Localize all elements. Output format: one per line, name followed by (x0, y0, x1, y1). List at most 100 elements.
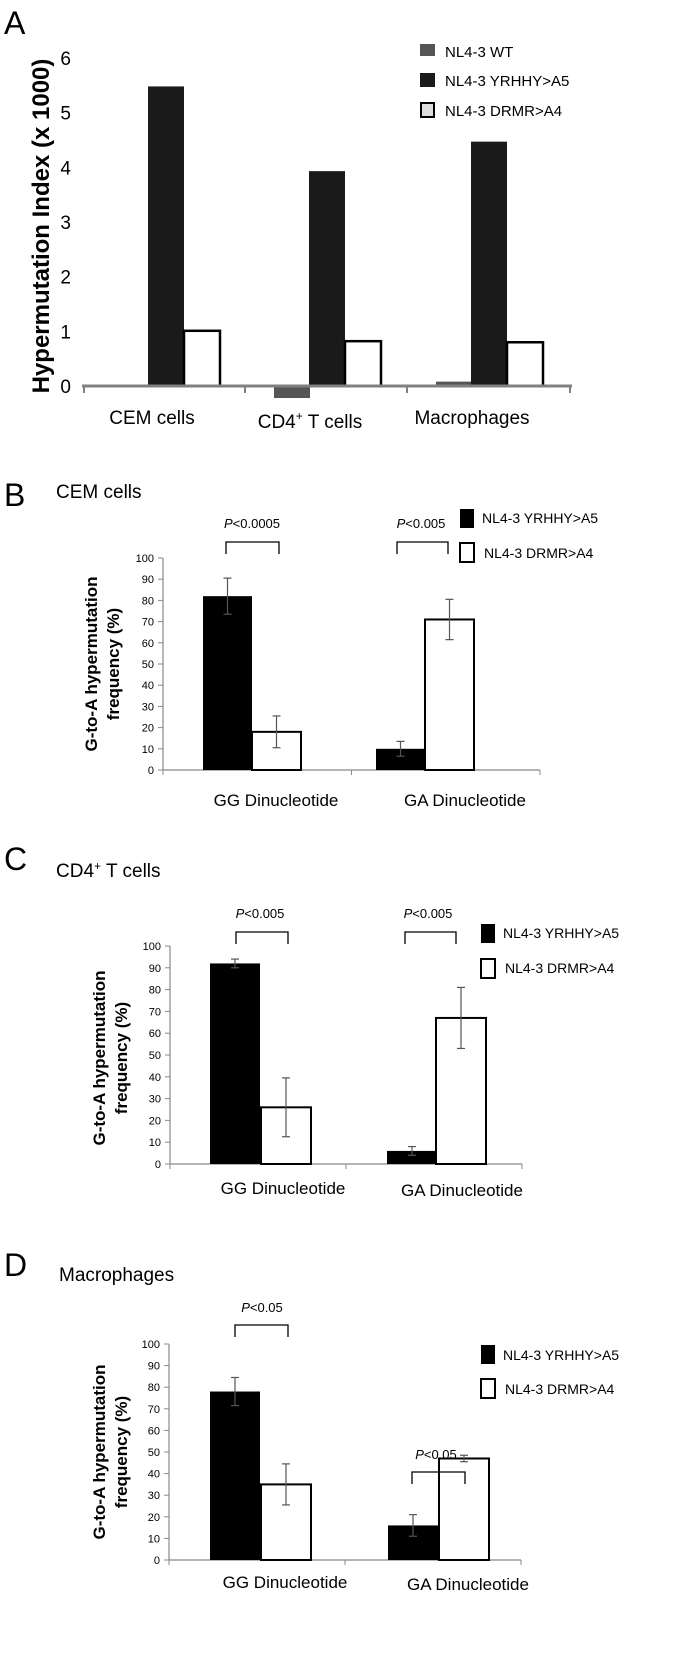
panel-b-ytick-label: 50 (142, 659, 154, 671)
panel-d-ytick-label: 20 (148, 1512, 160, 1524)
panel-b-bar (203, 596, 252, 770)
panel-c-ytick-label: 20 (149, 1115, 161, 1127)
panel-d-title: Macrophages (59, 1265, 174, 1286)
panel-a-ytick-label: 3 (60, 213, 71, 234)
panel-a-ytick-label: 4 (60, 158, 71, 179)
panel-b-ytick-label: 40 (142, 680, 154, 692)
panel-c-significance-bracket (404, 931, 457, 944)
panel-c-xtick-label: GA Dinucleotide (401, 1181, 523, 1200)
panel-d-significance-bracket (234, 1324, 289, 1337)
legend-swatch-drmr (420, 102, 435, 118)
panel-c-ylabel-group: G-to-A hypermutation frequency (%) (90, 970, 131, 1145)
panel-b-ytick-label: 30 (142, 701, 154, 713)
panel-a-ytick-label: 5 (60, 104, 71, 125)
panel-d-ytick-label: 0 (154, 1555, 160, 1567)
legend-swatch-wt (420, 44, 435, 56)
panel-a-ytick-label: 0 (60, 377, 71, 398)
panel-d-ytick-label: 100 (142, 1339, 160, 1351)
panel-d-significance-bracket (411, 1471, 466, 1484)
panel-b-ytick-label: 10 (142, 744, 154, 756)
panel-b-ytick-label: 20 (142, 723, 154, 735)
panel-b-xtick-label: GG Dinucleotide (214, 791, 339, 810)
panel-c-legend-swatch-yrhhy (481, 924, 495, 943)
panel-d-ytick-label: 10 (148, 1533, 160, 1545)
panel-d-bar (438, 1457, 490, 1561)
panel-d: D Macrophages G-to-A hypermutation frequ… (4, 1247, 619, 1594)
panel-d-bar (210, 1391, 260, 1560)
panel-b-letter: B (4, 477, 25, 513)
panel-b-significance-bracket (396, 541, 449, 554)
panel-a-ytick-label: 2 (60, 268, 71, 289)
panel-c-ytick-label: 100 (143, 941, 161, 953)
panel-d-letter: D (4, 1247, 27, 1283)
panel-c-ytick-label: 60 (149, 1028, 161, 1040)
panel-b-ytick-label: 0 (148, 765, 154, 777)
panel-c: C CD4+ T cells G-to-A hypermutation freq… (4, 841, 619, 1200)
panel-a-ytick-label: 6 (60, 49, 71, 70)
panel-d-pvalue-label: P<0.05 (415, 1447, 457, 1462)
panel-c-ytick-label: 90 (149, 963, 161, 975)
panel-b-ylabel-group: G-to-A hypermutation frequency (%) (82, 576, 123, 751)
panel-b-legend-swatch-yrhhy (460, 509, 474, 528)
panel-a-xtick-label: Macrophages (414, 408, 529, 429)
panel-a-ytick-label: 1 (60, 322, 71, 343)
panel-b-ytick-label: 70 (142, 617, 154, 629)
panel-c-pvalue-label: P<0.005 (404, 906, 453, 921)
panel-d-legend-label-yrhhy: NL4-3 YRHHY>A5 (503, 1347, 619, 1363)
panel-c-xtick-label: GG Dinucleotide (221, 1179, 346, 1198)
panel-b-pvalue-label: P<0.005 (397, 516, 446, 531)
panel-d-ylabel-line1: G-to-A hypermutation (90, 1364, 109, 1539)
panel-d-ylabel-group: G-to-A hypermutation frequency (%) (90, 1364, 131, 1539)
panel-a-ylabel: Hypermutation Index (x 1000) (28, 59, 55, 394)
panel-a-bar (148, 86, 184, 386)
panel-d-ytick-label: 90 (148, 1361, 160, 1373)
panel-a-xtick-label: CD4+ T cells (258, 409, 363, 433)
legend-swatch-yrhhy (420, 73, 435, 87)
panel-b-ytick-label: 80 (142, 595, 154, 607)
panel-a-yticks: 0 1 2 3 4 5 6 (60, 49, 71, 398)
panel-b: B CEM cells G-to-A hypermutation frequen… (4, 477, 598, 810)
panel-b-bar (376, 748, 425, 770)
panel-c-legend-label-drmr: NL4-3 DRMR>A4 (505, 960, 615, 976)
panel-d-ytick-label: 60 (148, 1425, 160, 1437)
panel-d-ytick-label: 80 (148, 1382, 160, 1394)
panel-c-legend-swatch-drmr (480, 958, 496, 979)
panel-a-bar (309, 171, 345, 386)
panel-b-plot: 0 10 20 30 40 50 60 70 80 90 100 P<0.0005 P<0.005 (136, 516, 541, 777)
panel-a-bar (343, 339, 383, 388)
panel-b-ytick-label: 60 (142, 638, 154, 650)
panel-b-pvalue-label: P<0.0005 (224, 516, 280, 531)
panel-c-ytick-label: 40 (149, 1072, 161, 1084)
panel-a: A Hypermutation Index (x 1000) 0 1 2 3 4 5 6 C… (4, 5, 572, 433)
panel-a-bar (471, 141, 507, 386)
panel-c-ytick-label: 10 (149, 1137, 161, 1149)
panel-b-ytick-label: 100 (136, 553, 154, 565)
panel-a-bar (505, 341, 545, 388)
panel-b-legend-label-yrhhy: NL4-3 YRHHY>A5 (482, 510, 598, 526)
panel-a-bars (148, 86, 545, 399)
panel-c-bar (387, 1150, 437, 1164)
panel-d-ytick-label: 50 (148, 1447, 160, 1459)
panel-d-plot: 0 10 20 30 40 50 60 70 80 90 100 P<0.05 P<0.05 (142, 1300, 522, 1567)
panel-b-title: CEM cells (56, 482, 142, 503)
legend-label-yrhhy: NL4-3 YRHHY>A5 (445, 73, 569, 90)
panel-d-ylabel-line2: frequency (%) (112, 1396, 131, 1508)
panel-b-bar (424, 618, 475, 771)
legend-label-drmr: NL4-3 DRMR>A4 (445, 103, 562, 120)
panel-c-ylabel-line1: G-to-A hypermutation (90, 970, 109, 1145)
panel-d-ytick-label: 30 (148, 1490, 160, 1502)
panel-d-xtick-label: GA Dinucleotide (407, 1575, 529, 1594)
panel-c-ytick-label: 70 (149, 1006, 161, 1018)
panel-c-bar (210, 963, 260, 1164)
panel-b-legend-swatch-drmr (459, 542, 475, 563)
panel-b-ylabel-line1: G-to-A hypermutation (82, 576, 101, 751)
panel-c-significance-bracket (235, 931, 289, 944)
panel-a-xtick-label: CEM cells (109, 408, 195, 429)
panel-c-legend-label-yrhhy: NL4-3 YRHHY>A5 (503, 925, 619, 941)
panel-a-letter: A (4, 5, 26, 41)
panel-c-pvalue-label: P<0.005 (236, 906, 285, 921)
panel-c-ytick-label: 0 (155, 1159, 161, 1171)
panel-b-significance-bracket (225, 541, 280, 554)
panel-d-xtick-label: GG Dinucleotide (223, 1573, 348, 1592)
panel-c-title: CD4+ T cells (56, 859, 161, 882)
